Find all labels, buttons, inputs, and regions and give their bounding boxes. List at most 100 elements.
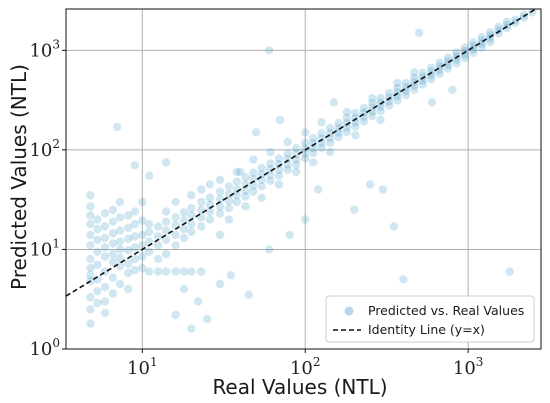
scatter-point: [309, 143, 318, 153]
scatter-point: [257, 169, 266, 179]
scatter-point: [477, 36, 486, 45]
scatter-point: [485, 31, 495, 40]
scatter-point: [368, 94, 377, 103]
scatter-point: [205, 207, 215, 216]
scatter-point: [359, 103, 369, 113]
scatter-point: [215, 202, 225, 211]
scatter-point: [124, 284, 133, 294]
scatter-point: [384, 101, 394, 110]
scatter-point: [443, 64, 453, 73]
scatter-point: [112, 122, 122, 132]
legend-box: [325, 295, 535, 343]
scatter-point: [153, 241, 163, 250]
scatter-point: [197, 185, 206, 194]
scatter-point: [301, 149, 310, 158]
scatter-point: [502, 23, 512, 33]
scatter-point: [283, 149, 292, 158]
scatter-point: [376, 106, 385, 116]
scatter-point: [232, 197, 241, 207]
scatter-point: [485, 27, 495, 37]
scatter-point: [342, 127, 352, 137]
scatter-point: [477, 39, 486, 49]
scatter-point: [452, 59, 461, 68]
scatter-point: [283, 137, 292, 147]
scatter-point: [301, 215, 310, 224]
scatter-point: [224, 182, 234, 191]
scatter-point: [197, 205, 206, 215]
scatter-point: [317, 143, 326, 152]
scatter-point: [215, 187, 225, 196]
scatter-point: [224, 215, 234, 224]
scatter-point: [224, 203, 234, 213]
scatter-point: [215, 209, 225, 218]
scatter-point: [264, 46, 274, 55]
scatter-point: [292, 160, 301, 169]
scatter-point: [130, 219, 140, 229]
scatter-point: [130, 243, 140, 252]
scatter-point: [187, 219, 196, 229]
scatter-point: [502, 17, 512, 26]
scatter-point: [100, 209, 110, 218]
scatter-point: [215, 175, 225, 185]
scatter-point: [342, 118, 352, 128]
scatter-point: [378, 185, 388, 194]
scatter-point: [317, 117, 326, 127]
scatter-point: [399, 275, 408, 284]
scatter-point: [376, 115, 385, 125]
scatter-point: [171, 310, 180, 320]
scatter-point: [418, 80, 427, 89]
scatter-point: [193, 297, 203, 306]
scatter-point: [138, 216, 147, 225]
scatter-point: [448, 85, 457, 95]
scatter-point: [179, 267, 189, 276]
scatter-point: [215, 194, 225, 204]
scatter-point: [351, 108, 360, 118]
scatter-point: [187, 227, 196, 237]
scatter-point: [334, 128, 343, 137]
scatter-point: [205, 193, 215, 203]
scatter-point: [124, 246, 133, 255]
scatter-point: [138, 197, 147, 207]
scatter-point: [325, 138, 335, 147]
scatter-point: [317, 129, 326, 138]
scatter-point: [334, 118, 343, 128]
scatter-point: [100, 233, 110, 243]
scatter-point: [197, 267, 206, 276]
scatter-point: [301, 144, 310, 153]
scatter-point: [426, 63, 436, 72]
scatter-point: [86, 263, 95, 273]
x-axis-ticks: 101 102 103: [127, 349, 483, 379]
scatter-point: [485, 34, 495, 43]
scatter-point: [161, 158, 171, 167]
scatter-point: [494, 22, 503, 32]
scatter-point: [469, 38, 478, 47]
scatter-point: [100, 282, 110, 292]
scatter-point: [528, 8, 537, 17]
scatter-point: [460, 50, 470, 59]
scatter-point: [115, 245, 125, 254]
scatter-point: [187, 191, 196, 200]
scatter-point: [469, 44, 478, 54]
scatter-point: [108, 205, 118, 215]
scatter-points: [86, 8, 537, 333]
scatter-point: [171, 213, 180, 222]
scatter-point: [226, 271, 236, 280]
scatter-point: [410, 81, 419, 91]
scatter-point: [274, 180, 284, 189]
scatter-point: [368, 98, 377, 108]
scatter-point: [393, 78, 402, 88]
scatter-point: [108, 239, 118, 248]
scatter-point: [376, 98, 385, 107]
scatter-point: [124, 223, 133, 232]
scatter-point: [389, 222, 399, 231]
scatter-point: [100, 252, 110, 261]
scatter-point: [86, 211, 95, 220]
scatter-point: [427, 98, 437, 107]
scatter-point: [108, 249, 118, 259]
scatter-point: [376, 102, 385, 111]
scatter-point: [86, 319, 95, 328]
scatter-point: [100, 308, 110, 318]
scatter-point: [187, 203, 196, 213]
scatter-point: [301, 128, 310, 137]
scatter-point: [115, 213, 125, 222]
